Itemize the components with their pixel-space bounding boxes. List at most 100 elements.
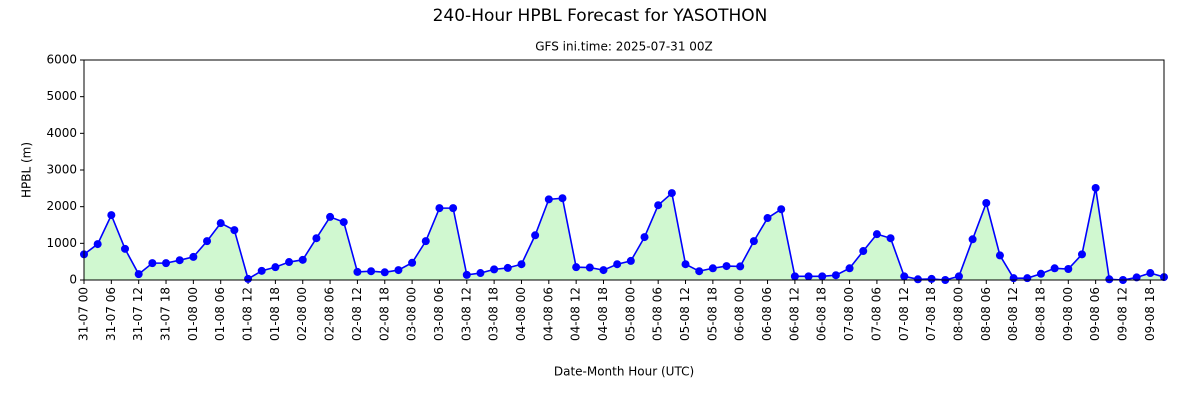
marker	[927, 274, 936, 283]
marker	[599, 266, 608, 275]
marker	[326, 212, 335, 221]
y-tick-label: 6000	[46, 53, 77, 67]
y-tick-label: 5000	[46, 89, 77, 103]
marker	[134, 270, 143, 279]
marker	[380, 268, 389, 277]
marker	[831, 271, 840, 280]
marker	[872, 230, 881, 239]
marker	[585, 263, 594, 272]
x-tick-label: 07-08 12	[897, 287, 911, 341]
x-tick-label: 02-08 00	[295, 287, 309, 341]
x-tick-label: 04-08 00	[514, 287, 528, 341]
x-tick-label: 09-08 00	[1061, 287, 1075, 341]
x-tick-label: 01-08 06	[213, 287, 227, 341]
marker	[544, 195, 553, 204]
x-tick-label: 01-08 12	[241, 287, 255, 341]
marker	[121, 244, 130, 253]
x-tick-label: 03-08 06	[432, 287, 446, 341]
marker	[1050, 264, 1059, 273]
x-tick-label: 04-08 06	[541, 287, 555, 341]
x-tick-label: 31-07 18	[159, 287, 173, 341]
chart-title: 240-Hour HPBL Forecast for YASOTHON	[433, 6, 768, 26]
marker	[1009, 274, 1018, 283]
marker	[695, 267, 704, 276]
marker	[708, 264, 717, 273]
x-tick-label: 05-08 12	[678, 287, 692, 341]
marker	[722, 262, 731, 271]
x-tick-label: 03-08 12	[459, 287, 473, 341]
plot-frame	[83, 59, 1165, 281]
marker	[271, 263, 280, 272]
x-tick-label: 02-08 18	[377, 287, 391, 341]
x-tick-label: 08-08 00	[951, 287, 965, 341]
x-tick-label: 07-08 18	[924, 287, 938, 341]
marker	[1091, 183, 1100, 192]
x-tick-label: 09-08 06	[1088, 287, 1102, 341]
marker	[421, 237, 430, 246]
marker	[913, 275, 922, 284]
x-tick-label: 05-08 18	[705, 287, 719, 341]
marker	[1146, 269, 1155, 278]
marker	[216, 219, 225, 228]
marker	[394, 266, 403, 275]
marker	[148, 259, 157, 268]
marker	[763, 214, 772, 223]
marker	[804, 272, 813, 281]
marker	[845, 264, 854, 273]
marker	[667, 189, 676, 198]
marker	[1105, 275, 1114, 284]
x-tick-label: 02-08 06	[323, 287, 337, 341]
marker	[312, 234, 321, 243]
marker	[435, 204, 444, 213]
marker	[175, 256, 184, 265]
x-tick-label: 04-08 18	[596, 287, 610, 341]
marker	[107, 211, 116, 220]
marker	[367, 267, 376, 276]
x-tick-label: 31-07 12	[131, 287, 145, 341]
x-tick-label: 06-08 06	[760, 287, 774, 341]
marker	[982, 199, 991, 207]
marker	[298, 255, 307, 264]
marker	[654, 201, 663, 210]
marker	[1023, 274, 1032, 283]
marker	[886, 234, 895, 243]
marker	[531, 231, 540, 240]
x-tick-label: 02-08 12	[350, 287, 364, 341]
marker	[954, 272, 963, 281]
marker	[558, 194, 567, 203]
x-axis-label: Date-Month Hour (UTC)	[554, 365, 694, 379]
marker	[1064, 265, 1073, 273]
x-tick-label: 31-07 06	[104, 287, 118, 341]
marker	[257, 266, 266, 275]
marker	[736, 262, 745, 271]
marker	[189, 252, 198, 261]
marker	[968, 235, 977, 244]
marker	[626, 256, 635, 265]
marker	[749, 237, 758, 246]
marker	[859, 247, 868, 256]
marker	[1077, 250, 1086, 259]
marker	[572, 263, 581, 272]
marker	[162, 259, 171, 268]
marker	[203, 237, 212, 246]
marker	[408, 258, 417, 267]
x-tick-label: 31-07 00	[77, 287, 91, 341]
marker	[995, 251, 1004, 260]
marker	[285, 258, 294, 267]
marker	[449, 204, 458, 213]
marker	[353, 267, 362, 276]
y-axis-label: HPBL (m)	[20, 142, 34, 198]
x-tick-label: 05-08 06	[651, 287, 665, 341]
marker	[517, 260, 526, 269]
marker	[230, 226, 239, 235]
marker	[1036, 269, 1045, 278]
x-tick-label: 01-08 18	[268, 287, 282, 341]
marker	[818, 272, 827, 281]
marker	[790, 272, 799, 281]
marker	[613, 260, 622, 269]
marker	[244, 274, 253, 283]
marker	[900, 272, 909, 281]
marker	[462, 270, 471, 279]
x-tick-label: 08-08 06	[979, 287, 993, 341]
